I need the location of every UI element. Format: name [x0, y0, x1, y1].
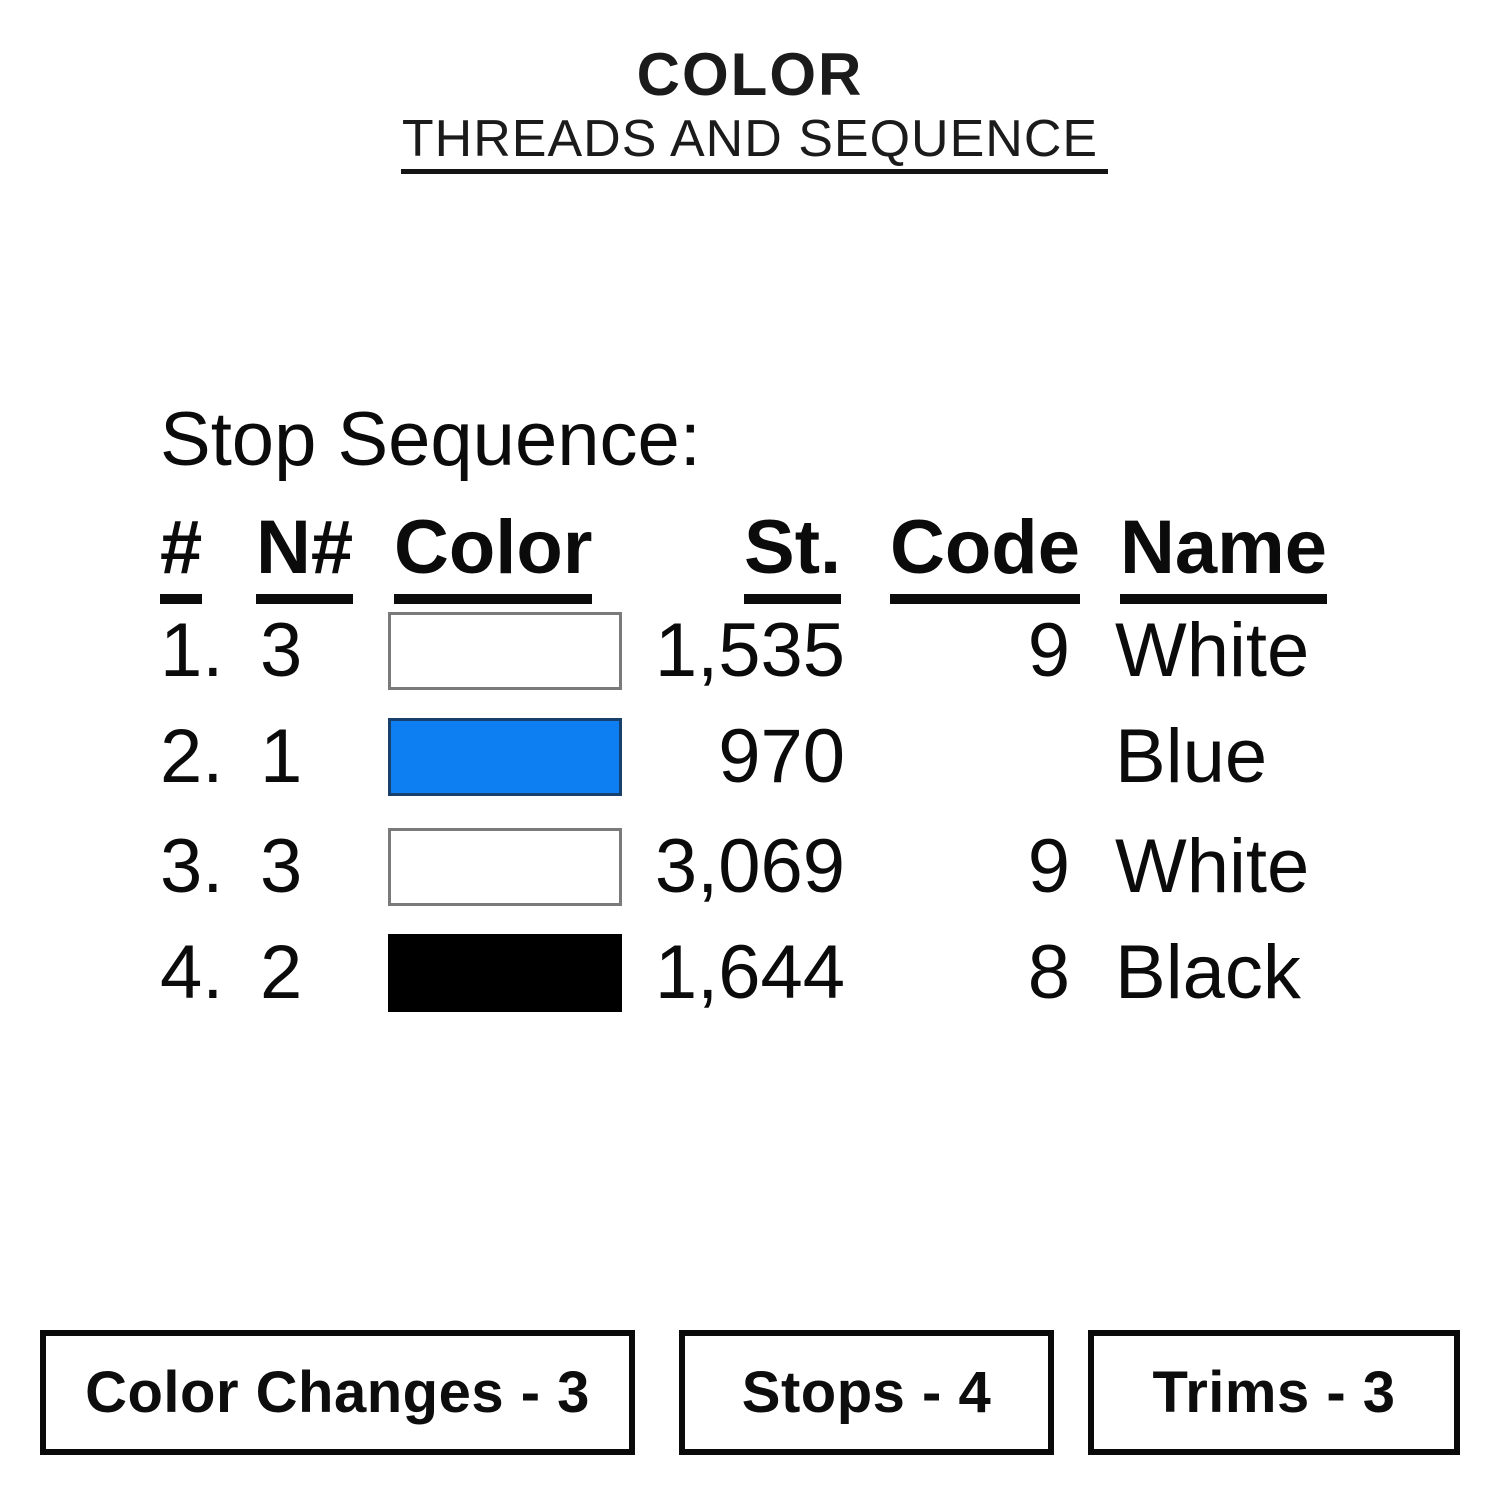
- color-code: 8: [1027, 930, 1070, 1015]
- stops-label: Stops - 4: [741, 1360, 992, 1425]
- color-changes-label: Color Changes - 3: [85, 1360, 590, 1425]
- column-header-name: Name: [1120, 510, 1327, 604]
- thread-number: 1: [260, 714, 303, 799]
- color-name: Blue: [1115, 714, 1268, 799]
- column-header-color: Color: [394, 510, 593, 604]
- row-index: 1.: [160, 608, 224, 693]
- color-swatch: [388, 934, 622, 1012]
- color-swatch: [388, 612, 622, 690]
- column-header-stitches: St.: [744, 510, 842, 604]
- title-underline: [401, 169, 1108, 174]
- thread-number: 3: [260, 608, 303, 693]
- row-index: 4.: [160, 930, 224, 1015]
- color-name: White: [1115, 824, 1310, 909]
- thread-number: 3: [260, 824, 303, 909]
- page-title: COLOR: [636, 41, 864, 108]
- page-subtitle: THREADS AND SEQUENCE: [401, 110, 1099, 168]
- color-swatch: [388, 828, 622, 906]
- column-header-code: Code: [890, 510, 1080, 604]
- stops-box: Stops - 4: [679, 1330, 1054, 1455]
- column-header-number: #: [160, 510, 203, 604]
- stitch-count: 1,535: [654, 608, 845, 693]
- color-changes-box: Color Changes - 3: [40, 1330, 635, 1455]
- stitch-count: 1,644: [654, 930, 845, 1015]
- thread-number: 2: [260, 930, 303, 1015]
- color-name: White: [1115, 608, 1310, 693]
- color-swatch: [388, 718, 622, 796]
- row-index: 3.: [160, 824, 224, 909]
- stitch-count: 970: [718, 714, 845, 799]
- trims-label: Trims - 3: [1152, 1360, 1396, 1425]
- stitch-count: 3,069: [654, 824, 845, 909]
- stop-sequence-heading: Stop Sequence:: [160, 397, 701, 482]
- row-index: 2.: [160, 714, 224, 799]
- color-code: 9: [1027, 824, 1070, 909]
- color-code: 9: [1027, 608, 1070, 693]
- column-header-needle-number: N#: [256, 510, 354, 604]
- trims-box: Trims - 3: [1088, 1330, 1460, 1455]
- color-name: Black: [1115, 930, 1301, 1015]
